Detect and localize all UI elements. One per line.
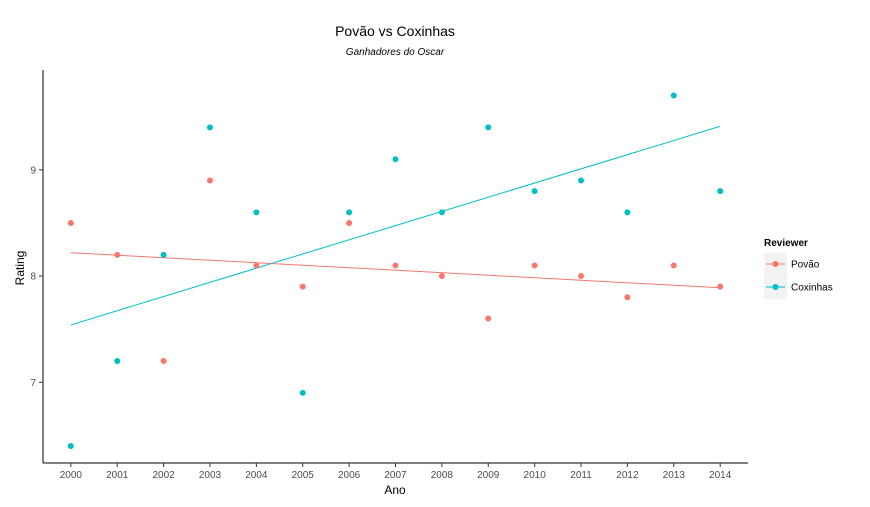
data-point xyxy=(253,262,260,269)
y-tick-label: 9 xyxy=(30,165,36,176)
data-point xyxy=(67,443,74,450)
data-point xyxy=(624,294,631,301)
x-tick-label: 2012 xyxy=(616,470,639,481)
x-tick-label: 2004 xyxy=(245,470,268,481)
data-point xyxy=(392,262,399,269)
data-point xyxy=(206,124,213,131)
y-tick-label: 7 xyxy=(30,378,36,389)
data-point xyxy=(531,188,538,195)
data-point xyxy=(438,209,445,216)
data-point xyxy=(392,156,399,163)
x-tick-label: 2003 xyxy=(199,470,222,481)
data-point xyxy=(531,262,538,269)
data-point xyxy=(114,251,121,258)
data-point xyxy=(578,177,585,184)
x-axis-title: Ano xyxy=(384,483,406,497)
data-point xyxy=(160,251,167,258)
x-tick-label: 2011 xyxy=(570,470,592,481)
data-point xyxy=(299,283,306,290)
trend-line xyxy=(70,125,721,326)
legend-label: Coxinhas xyxy=(791,283,833,294)
legend-key-point xyxy=(772,261,779,267)
data-point xyxy=(485,124,492,131)
x-tick-label: 2007 xyxy=(384,470,407,481)
data-point xyxy=(670,262,677,269)
x-tick-label: 2006 xyxy=(338,470,361,481)
data-point xyxy=(578,273,585,280)
data-point xyxy=(717,188,724,195)
x-tick-label: 2009 xyxy=(477,470,500,481)
data-point xyxy=(717,283,724,290)
data-point xyxy=(438,273,445,280)
data-point xyxy=(346,209,353,216)
legend-label: Povão xyxy=(791,260,820,271)
data-point xyxy=(299,389,306,396)
data-point xyxy=(67,219,74,226)
data-point xyxy=(253,209,260,216)
x-tick-label: 2013 xyxy=(663,470,686,481)
x-tick-label: 2005 xyxy=(292,470,315,481)
x-tick-label: 2014 xyxy=(709,470,732,481)
legend-title: Reviewer xyxy=(764,238,808,249)
legend: Reviewer Povão Coxinhas xyxy=(764,238,833,299)
chart-subtitle: Ganhadores do Oscar xyxy=(346,47,445,58)
x-tick-label: 2002 xyxy=(152,470,175,481)
data-point xyxy=(160,358,167,365)
x-tick-label: 2001 xyxy=(106,470,129,481)
legend-key-point xyxy=(772,284,779,290)
y-tick-label: 8 xyxy=(30,272,36,283)
data-point xyxy=(485,315,492,322)
y-axis-title: Rating xyxy=(13,251,27,286)
data-point xyxy=(670,92,677,99)
data-point xyxy=(624,209,631,216)
x-tick-label: 2008 xyxy=(431,470,454,481)
plot-area: 7 8 9 2000 2001 2002 2003 2004 2005 2006 2007 2008 2… xyxy=(30,70,748,481)
data-point xyxy=(206,177,213,184)
data-point xyxy=(346,219,353,226)
trend-line xyxy=(70,252,721,289)
data-point xyxy=(114,358,121,365)
x-tick-label: 2000 xyxy=(60,470,83,481)
x-tick-label: 2010 xyxy=(524,470,547,481)
chart-title: Povão vs Coxinhas xyxy=(335,23,455,39)
